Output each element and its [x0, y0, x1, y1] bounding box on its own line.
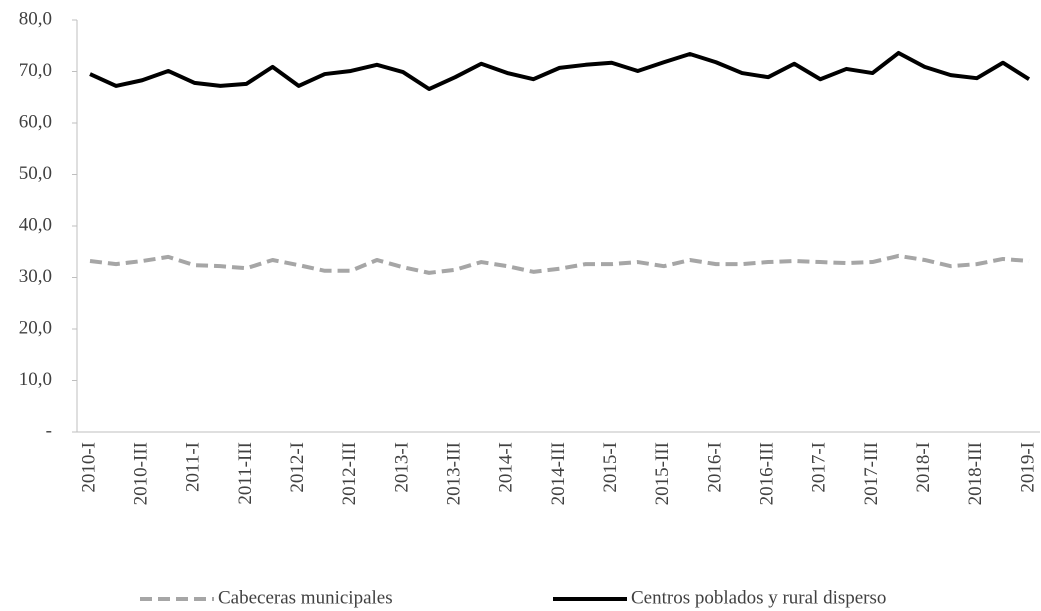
- x-tick-label: 2016-III: [757, 442, 778, 505]
- x-tick-label: 2015-III: [652, 442, 673, 505]
- y-tick-label: 20,0: [19, 317, 52, 338]
- y-tick-label: 40,0: [19, 214, 52, 235]
- x-tick-label: 2013-I: [391, 442, 412, 493]
- y-tick-label: 60,0: [19, 111, 52, 132]
- y-tick-label: 80,0: [19, 8, 52, 29]
- series-line: [89, 50, 1031, 92]
- x-tick-label: 2017-I: [809, 442, 830, 493]
- x-tick-label: 2014-III: [548, 442, 569, 505]
- x-tick-label: 2015-I: [600, 442, 621, 493]
- y-tick-label: 70,0: [19, 60, 52, 81]
- x-tick-label: 2010-III: [131, 442, 152, 505]
- y-tick-label: -: [46, 420, 52, 441]
- legend-label: Cabeceras municipales: [218, 587, 393, 608]
- series-line: [89, 253, 1030, 275]
- y-tick-label: 30,0: [19, 266, 52, 287]
- x-tick-label: 2016-I: [704, 442, 725, 493]
- x-tick-label: 2012-III: [339, 442, 360, 505]
- x-tick-label: 2014-I: [496, 442, 517, 493]
- x-tick-label: 2018-III: [965, 442, 986, 505]
- x-tick-label: 2012-I: [287, 442, 308, 493]
- x-tick-label: 2017-III: [861, 442, 882, 505]
- x-tick-label: 2018-I: [913, 442, 934, 493]
- y-tick-label: 50,0: [19, 163, 52, 184]
- x-tick-label: 2011-III: [235, 442, 256, 505]
- legend-label: Centros poblados y rural disperso: [631, 587, 886, 608]
- x-tick-label: 2010-I: [78, 442, 99, 493]
- x-tick-label: 2011-I: [183, 442, 204, 492]
- x-tick-label: 2013-III: [444, 442, 465, 505]
- y-tick-label: 10,0: [19, 369, 52, 390]
- x-tick-label: 2019-I: [1017, 442, 1038, 493]
